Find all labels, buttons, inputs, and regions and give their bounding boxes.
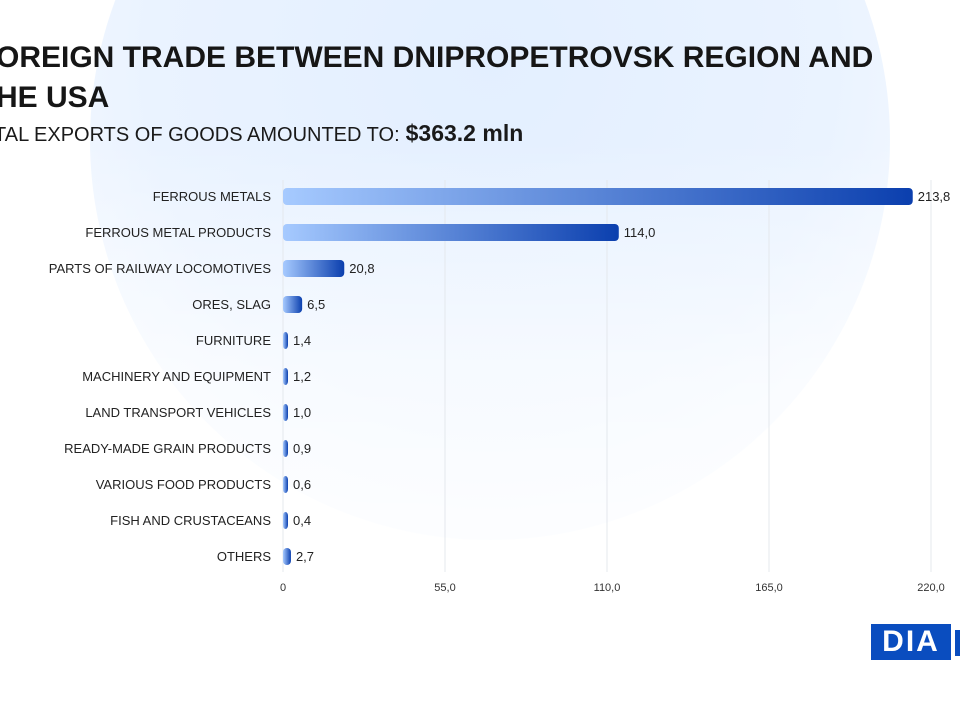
value-label: 0,6 [293, 477, 311, 492]
bar [283, 188, 913, 205]
value-label: 0,9 [293, 441, 311, 456]
bar [283, 260, 345, 277]
value-label: 6,5 [307, 297, 325, 312]
value-label: 213,8 [918, 189, 951, 204]
dia-logo-edge [955, 630, 960, 656]
bar [283, 440, 288, 457]
subtitle: TAL EXPORTS OF GOODS AMOUNTED TO: $363.2 … [0, 120, 523, 147]
category-label: FERROUS METAL PRODUCTS [85, 225, 271, 240]
subtitle-text: TAL EXPORTS OF GOODS AMOUNTED TO: [0, 124, 400, 146]
category-label: VARIOUS FOOD PRODUCTS [96, 477, 272, 492]
bar [283, 476, 288, 493]
category-label: ORES, SLAG [192, 297, 271, 312]
bar [283, 332, 288, 349]
bar [283, 224, 619, 241]
bar [283, 296, 303, 313]
title-line-1: OREIGN TRADE BETWEEN DNIPROPETROVSK REGI… [0, 41, 874, 74]
x-tick-label: 220,0 [917, 582, 945, 594]
title-line-2: HE USA [0, 81, 110, 114]
category-label: FERROUS METALS [153, 189, 272, 204]
bar [283, 548, 291, 565]
category-label: FURNITURE [196, 333, 271, 348]
x-tick-label: 55,0 [434, 582, 455, 594]
page-title: OREIGN TRADE BETWEEN DNIPROPETROVSK REGI… [0, 38, 960, 118]
x-tick-label: 0 [280, 582, 286, 594]
bar [283, 368, 288, 385]
value-label: 1,4 [293, 333, 311, 348]
dia-logo: DIA [871, 624, 951, 660]
value-label: 1,2 [293, 369, 311, 384]
value-label: 114,0 [624, 225, 656, 240]
x-tick-label: 165,0 [755, 582, 783, 594]
category-label: READY-MADE GRAIN PRODUCTS [64, 441, 271, 456]
value-label: 2,7 [296, 549, 314, 564]
category-label: OTHERS [217, 549, 272, 564]
total-value: $363.2 mln [405, 120, 524, 146]
x-tick-label: 110,0 [594, 582, 621, 594]
value-label: 0,4 [293, 513, 311, 528]
category-label: MACHINERY AND EQUIPMENT [82, 369, 271, 384]
value-label: 1,0 [293, 405, 311, 420]
value-label: 20,8 [349, 261, 374, 276]
category-label: PARTS OF RAILWAY LOCOMOTIVES [49, 261, 272, 276]
bar [283, 404, 288, 421]
bar [283, 512, 288, 529]
category-label: LAND TRANSPORT VEHICLES [85, 405, 271, 420]
category-label: FISH AND CRUSTACEANS [110, 513, 271, 528]
